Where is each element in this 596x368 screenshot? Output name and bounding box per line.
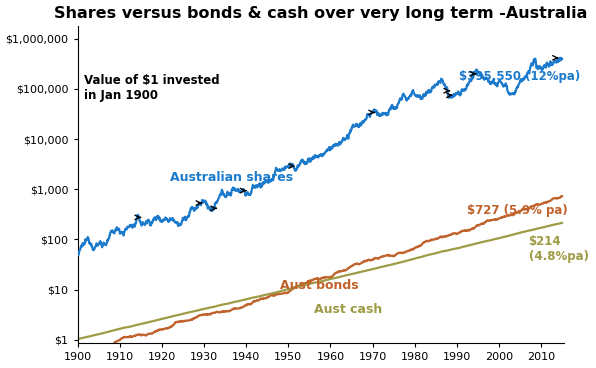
Text: Australian shares: Australian shares <box>170 171 293 184</box>
Text: Value of $1 invested
in Jan 1900: Value of $1 invested in Jan 1900 <box>84 74 219 102</box>
Text: $395,550 (12%pa): $395,550 (12%pa) <box>459 70 581 82</box>
Text: $727 (5.9% pa): $727 (5.9% pa) <box>467 204 568 217</box>
Title: Shares versus bonds & cash over very long term -Australia: Shares versus bonds & cash over very lon… <box>54 6 588 21</box>
Text: Aust bonds: Aust bonds <box>280 279 359 292</box>
Text: Aust cash: Aust cash <box>313 303 382 316</box>
Text: $214
(4.8%pa): $214 (4.8%pa) <box>529 235 589 263</box>
